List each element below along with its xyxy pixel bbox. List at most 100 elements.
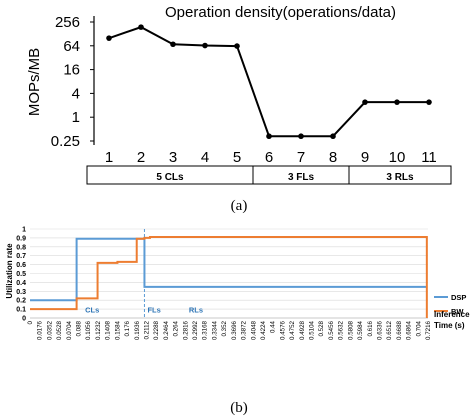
chart-b-xtick-label: 0.6688 <box>396 320 403 339</box>
chart-b-ytick-label: 0.5 <box>16 271 26 278</box>
chart-a-xtick-label: 7 <box>297 149 305 166</box>
chart-a-point <box>394 99 400 105</box>
chart-b-ytick-label: 0.7 <box>16 253 26 260</box>
chart-b-xtick-label: 0.1936 <box>134 320 141 339</box>
chart-b-legend-label: BW <box>451 307 464 316</box>
chart-a-xtick-label: 4 <box>201 149 209 166</box>
chart-b-region-labels: CLs FLs RLs <box>85 306 203 315</box>
chart-b-xtick-label: 0.0528 <box>56 320 63 339</box>
chart-a-ytick-label: 4 <box>72 85 80 102</box>
chart-b-xticks: 0 0.0176 0.0352 0.0528 0.0704 0.088 0.1056 0.12… <box>27 320 432 339</box>
chart-b-xtick-label: 0.4576 <box>279 320 286 339</box>
chart-a-point <box>202 42 208 49</box>
chart-b-caption: (b) <box>230 400 248 416</box>
chart-b-ytick-label: 0 <box>22 316 26 323</box>
chart-a-xticks: 1 2 3 4 5 6 7 8 9 10 11 <box>105 149 437 166</box>
chart-b-xtick-label: 0.3696 <box>231 320 238 339</box>
chart-b-xtick-label: 0.0352 <box>46 320 53 339</box>
chart-b-region-label: FLs <box>147 306 160 315</box>
chart-b-xtick-label: 0.6512 <box>386 320 393 339</box>
chart-b-region-label: CLs <box>85 306 99 315</box>
chart-b-xtick-label: 0.088 <box>76 320 83 336</box>
chart-a: Operation density(operations/data) MOPs/… <box>26 4 452 214</box>
chart-a-ytick-label: 1 <box>72 109 80 126</box>
chart-b-xtick-label: 0.6864 <box>406 320 413 339</box>
chart-a-point <box>106 35 112 41</box>
chart-b-xtick-label: 0.5104 <box>309 320 316 339</box>
chart-b-xtick-label: 0.352 <box>221 320 228 336</box>
chart-a-series <box>106 24 432 140</box>
chart-a-point <box>362 99 368 105</box>
chart-b-xtick-label: 0.176 <box>124 320 131 336</box>
chart-a-group-label: 5 CLs <box>156 172 184 183</box>
chart-b-xtick-label: 0.2992 <box>192 320 199 339</box>
chart-b-ytick-label: 0.1 <box>16 307 26 314</box>
chart-b-xtick-label: 0.3872 <box>241 320 248 339</box>
chart-a-xtick-label: 9 <box>361 149 369 166</box>
chart-a-point <box>266 133 272 140</box>
chart-b-xtick-label: 0.1056 <box>85 320 92 339</box>
chart-b-region-label: RLs <box>189 306 203 315</box>
chart-b-gridlines <box>30 228 428 319</box>
chart-b-xtick-label: 0.4048 <box>250 320 257 339</box>
chart-b-xtick-label: 0.4928 <box>299 320 306 339</box>
chart-a-xtick-label: 3 <box>169 149 177 166</box>
chart-b-legend-label: DSP <box>451 293 466 302</box>
chart-a-group-cell <box>348 165 452 185</box>
chart-b-xtick-label: 0.2288 <box>153 320 160 339</box>
chart-b-xtick-label: 0.44 <box>270 320 277 333</box>
chart-a-point <box>426 99 432 105</box>
chart-b-xtick-label: 0.1232 <box>95 320 102 339</box>
chart-a-point <box>170 41 176 48</box>
chart-b-xtick-label: 0.704 <box>415 320 422 336</box>
chart-b-ytick-label: 1 <box>22 227 26 234</box>
chart-b-ytick-label: 0.4 <box>16 280 26 287</box>
chart-b-xtick-label: 0.5456 <box>328 320 335 339</box>
chart-b-xtick-label: 0.0704 <box>66 320 73 339</box>
chart-a-ytick-label: 256 <box>55 14 80 31</box>
chart-a-point <box>298 133 304 140</box>
chart-a-xtick-label: 10 <box>389 149 406 166</box>
chart-a-point <box>234 43 240 49</box>
chart-a-line <box>108 26 429 138</box>
chart-a-point <box>330 133 336 140</box>
chart-b-series <box>30 236 428 318</box>
chart-b-ytick-label: 0.9 <box>16 235 26 242</box>
chart-b-xtick-label: 0.2816 <box>182 320 189 339</box>
chart-a-ytick-label: 16 <box>63 62 80 79</box>
chart-b-xtick-label: 0.4752 <box>289 320 296 339</box>
chart-b-xtick-label: 0.5808 <box>347 320 354 339</box>
chart-b-xtick-label: 0.5984 <box>357 320 364 339</box>
chart-b-series-dsp <box>30 237 427 302</box>
chart-a-caption: (a) <box>231 198 248 214</box>
chart-a-ylabel: MOPs/MB <box>26 48 43 116</box>
chart-b-xtick-label: 0.264 <box>173 320 180 336</box>
chart-b-series-bw <box>30 236 428 318</box>
chart-a-title: Operation density(operations/data) <box>165 4 396 21</box>
chart-b-ylabel: Utilization rate <box>5 243 14 299</box>
chart-a-group-table: 5 CLs 3 FLs 3 RLs <box>86 165 452 185</box>
chart-a-group-label: 3 RLs <box>386 172 414 183</box>
chart-b-ytick-label: 0.6 <box>16 262 26 269</box>
chart-b-ytick-label: 0.2 <box>16 298 26 305</box>
chart-a-xtick-label: 11 <box>421 149 437 166</box>
chart-a-xtick-label: 2 <box>137 149 145 166</box>
chart-a-ytick-label: 64 <box>63 38 80 55</box>
chart-b-xtick-label: 0.0176 <box>37 320 44 339</box>
chart-b-xtick-label: 0.6336 <box>376 320 383 339</box>
chart-a-xtick-label: 1 <box>105 149 113 166</box>
chart-b-ytick-label: 0.8 <box>16 244 26 251</box>
chart-b-xtick-label: 0.3344 <box>211 320 218 339</box>
chart-a-xtick-label: 5 <box>233 149 241 166</box>
chart-b-xlabel: Inference Time (s) <box>434 310 472 330</box>
chart-b-yticks: 0 0.1 0.2 0.3 0.4 0.5 0.6 0.7 0.8 0.91 <box>16 227 26 323</box>
chart-b-xtick-label: 0.3168 <box>202 320 209 339</box>
chart-a-xtick-label: 6 <box>265 149 273 166</box>
chart-b-xtick-label: 0.2464 <box>163 320 170 339</box>
chart-b-xtick-label: 0.5632 <box>338 320 345 339</box>
chart-b-xtick-label: 0.1408 <box>105 320 112 339</box>
chart-a-point <box>138 24 144 30</box>
chart-b-xtick-label: 0.616 <box>367 320 374 336</box>
chart-b-xtick-label: 0.2112 <box>143 320 150 339</box>
